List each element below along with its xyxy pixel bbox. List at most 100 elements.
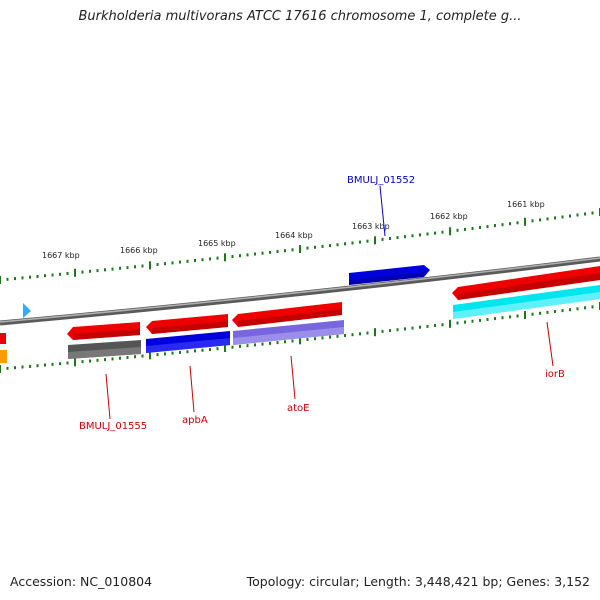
minor-tick bbox=[569, 214, 571, 218]
gene-bmulj-01555[interactable] bbox=[68, 340, 141, 359]
gene-label-iorB[interactable]: iorB bbox=[545, 369, 565, 380]
gene-label-apbA[interactable]: apbA bbox=[182, 415, 208, 426]
minor-tick bbox=[246, 344, 249, 348]
minor-tick bbox=[554, 216, 556, 220]
minor-tick bbox=[336, 243, 339, 247]
chromosome-backbone bbox=[0, 256, 600, 326]
gene-label-bmulj-01552[interactable]: BMULJ_01552 bbox=[347, 175, 415, 186]
major-tick bbox=[149, 351, 151, 360]
minor-tick bbox=[44, 363, 46, 367]
minor-tick bbox=[59, 362, 61, 366]
minor-tick bbox=[366, 331, 369, 335]
gene-apbA[interactable] bbox=[146, 331, 230, 353]
gene-atoE[interactable] bbox=[233, 320, 344, 345]
minor-tick bbox=[479, 318, 481, 322]
minor-tick bbox=[186, 350, 189, 354]
gene-label-atoE[interactable]: atoE bbox=[287, 403, 310, 414]
minor-tick bbox=[6, 277, 9, 281]
minor-tick bbox=[291, 248, 294, 252]
major-tick bbox=[299, 336, 301, 345]
minor-tick bbox=[44, 274, 46, 278]
minor-tick bbox=[36, 275, 39, 278]
minor-tick bbox=[561, 309, 564, 313]
minor-tick bbox=[14, 277, 16, 281]
upper-tick-track bbox=[0, 208, 600, 284]
minor-tick bbox=[389, 237, 391, 240]
minor-tick bbox=[329, 244, 331, 248]
minor-tick bbox=[426, 232, 429, 236]
minor-tick bbox=[89, 269, 91, 273]
minor-tick bbox=[351, 333, 354, 337]
minor-tick bbox=[591, 305, 594, 309]
minor-tick bbox=[21, 276, 24, 280]
major-tick bbox=[74, 268, 76, 277]
gene-orange-left-edge[interactable] bbox=[0, 350, 7, 363]
gene-iorB-forward[interactable] bbox=[452, 266, 600, 300]
minor-tick bbox=[516, 314, 519, 318]
minor-tick bbox=[306, 246, 309, 250]
minor-tick bbox=[344, 242, 346, 246]
label-line bbox=[189, 365, 195, 413]
minor-tick bbox=[314, 337, 316, 341]
small-arrow-marker bbox=[23, 303, 31, 318]
gene-iorB[interactable] bbox=[453, 285, 600, 319]
minor-tick bbox=[441, 230, 444, 234]
minor-tick bbox=[179, 350, 181, 354]
minor-tick bbox=[81, 360, 84, 364]
minor-tick bbox=[209, 348, 211, 351]
minor-tick bbox=[179, 260, 181, 264]
minor-tick bbox=[501, 223, 504, 227]
minor-tick bbox=[381, 329, 384, 333]
minor-tick bbox=[29, 275, 31, 279]
major-tick bbox=[149, 261, 151, 270]
minor-tick bbox=[539, 311, 541, 315]
minor-tick bbox=[276, 341, 279, 345]
minor-tick bbox=[126, 356, 129, 359]
minor-tick bbox=[134, 355, 136, 359]
gene-atoE-forward[interactable] bbox=[232, 302, 342, 327]
minor-tick bbox=[36, 364, 39, 368]
minor-tick bbox=[464, 320, 466, 324]
minor-tick bbox=[546, 217, 549, 221]
major-tick bbox=[0, 365, 1, 373]
gene-bmulj-01552[interactable] bbox=[349, 265, 430, 285]
minor-tick bbox=[231, 255, 234, 258]
gene-apbA-forward[interactable] bbox=[146, 314, 228, 334]
backbone-highlight bbox=[0, 257, 600, 323]
minor-tick bbox=[464, 227, 466, 231]
minor-tick bbox=[21, 365, 24, 369]
minor-tick bbox=[471, 227, 474, 230]
label-line bbox=[546, 321, 554, 367]
minor-tick bbox=[51, 273, 54, 277]
minor-tick bbox=[396, 236, 399, 240]
minor-tick bbox=[96, 269, 99, 273]
gene-bmulj-01555-forward[interactable] bbox=[67, 322, 140, 340]
minor-tick bbox=[81, 270, 84, 274]
gene-label-bmulj-01555[interactable]: BMULJ_01555 bbox=[79, 421, 147, 432]
kbp-label: 1663 kbp bbox=[352, 222, 390, 231]
minor-tick bbox=[59, 272, 61, 276]
minor-tick bbox=[6, 366, 9, 370]
major-tick bbox=[374, 328, 376, 337]
minor-tick bbox=[111, 267, 114, 271]
minor-tick bbox=[51, 362, 54, 366]
minor-tick bbox=[164, 262, 166, 266]
minor-tick bbox=[171, 351, 174, 355]
minor-tick bbox=[201, 348, 204, 352]
minor-tick bbox=[89, 359, 91, 363]
minor-tick bbox=[314, 245, 316, 249]
major-tick bbox=[524, 311, 526, 320]
minor-tick bbox=[29, 364, 31, 368]
minor-tick bbox=[321, 244, 324, 248]
major-tick bbox=[374, 236, 376, 245]
minor-tick bbox=[261, 342, 264, 346]
gene-red-left-edge[interactable] bbox=[0, 333, 6, 344]
minor-tick bbox=[239, 344, 241, 348]
minor-tick bbox=[366, 239, 369, 243]
minor-tick bbox=[561, 215, 564, 219]
minor-tick bbox=[539, 218, 541, 222]
minor-tick bbox=[554, 310, 556, 313]
major-tick bbox=[224, 344, 226, 352]
minor-tick bbox=[434, 324, 436, 327]
